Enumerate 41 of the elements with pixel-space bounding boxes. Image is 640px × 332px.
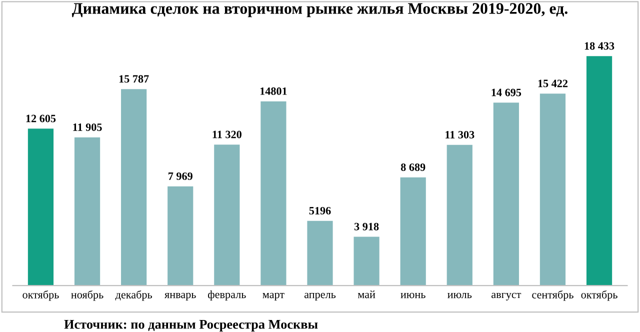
data-label: 7 969 <box>168 172 192 180</box>
data-label: 11 320 <box>212 130 242 138</box>
x-tick-label: ноябрь <box>71 290 104 301</box>
data-label: 14801 <box>260 87 287 95</box>
x-tick-label: октябрь <box>22 290 59 301</box>
x-tick-label: июнь <box>400 292 426 298</box>
x-tick-label: апрель <box>304 292 336 300</box>
bar <box>400 177 426 286</box>
bar <box>540 94 566 286</box>
bar <box>74 137 100 286</box>
data-label: 18 433 <box>584 42 614 50</box>
bar <box>307 220 333 286</box>
x-tick-label: февраль <box>208 290 246 300</box>
bar <box>168 186 194 286</box>
bar <box>354 236 380 286</box>
bar <box>446 144 472 286</box>
x-tick-label: август <box>492 292 522 300</box>
x-tick-label: декабрь <box>115 290 152 301</box>
x-tick-label: май <box>358 290 376 298</box>
bar <box>260 101 286 286</box>
x-tick-label: март <box>262 292 284 300</box>
x-tick-label: сентябрь <box>532 290 574 301</box>
text: Источник: по данным Росреестра Москвы <box>64 320 318 332</box>
data-label: 5196 <box>309 206 331 214</box>
bar <box>586 56 612 286</box>
x-tick-label: январь <box>164 292 196 300</box>
data-label: 3 918 <box>354 222 379 230</box>
data-label: 11 303 <box>446 130 474 138</box>
chart-title: Динамика сделок на вторичном рынке жилья Москвы 2019-2020, ед. <box>72 3 568 18</box>
x-tick-label: июль <box>448 292 472 298</box>
bar <box>493 102 519 286</box>
data-label: 11 905 <box>73 123 102 131</box>
bar <box>214 144 240 286</box>
data-label: 8 689 <box>400 163 426 171</box>
data-label: 15 422 <box>538 80 568 88</box>
bar <box>121 89 147 286</box>
data-label: 14 695 <box>492 88 522 96</box>
data-label: 12 605 <box>26 114 56 122</box>
bar <box>28 128 54 286</box>
x-tick-label: октябрь <box>581 290 618 301</box>
data-label: 15 787 <box>119 75 149 83</box>
